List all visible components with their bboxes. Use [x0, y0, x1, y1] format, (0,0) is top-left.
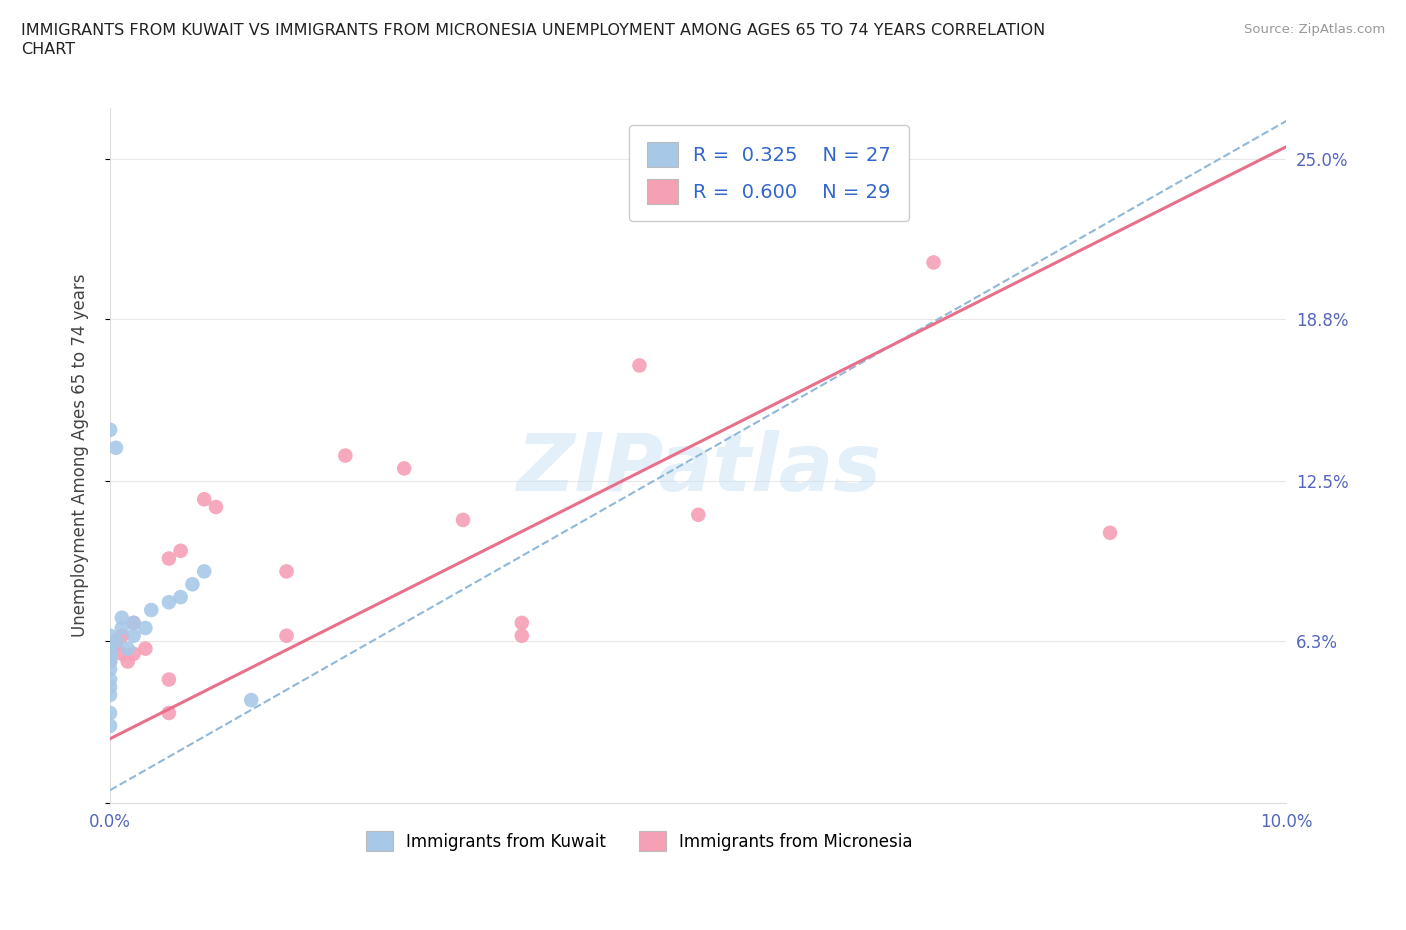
Point: [111, 620, 134, 635]
Point: [98, 687, 121, 702]
Point: [134, 641, 156, 656]
Point: [98, 646, 121, 661]
Point: [104, 441, 127, 456]
Point: [104, 636, 127, 651]
Point: [111, 610, 134, 625]
Text: IMMIGRANTS FROM KUWAIT VS IMMIGRANTS FROM MICRONESIA UNEMPLOYMENT AMONG AGES 65 : IMMIGRANTS FROM KUWAIT VS IMMIGRANTS FRO…: [21, 23, 1045, 38]
Point: [157, 672, 180, 687]
Point: [510, 616, 533, 631]
Point: [98, 654, 121, 669]
Point: [98, 641, 121, 656]
Point: [122, 646, 145, 661]
Point: [276, 629, 298, 644]
Point: [117, 654, 139, 669]
Point: [1098, 525, 1121, 540]
Point: [117, 641, 139, 656]
Text: CHART: CHART: [21, 42, 75, 57]
Point: [193, 564, 215, 578]
Point: [922, 255, 945, 270]
Point: [134, 620, 156, 635]
Point: [98, 718, 121, 733]
Y-axis label: Unemployment Among Ages 65 to 74 years: Unemployment Among Ages 65 to 74 years: [72, 273, 89, 637]
Point: [98, 641, 121, 656]
Point: [111, 629, 134, 644]
Point: [181, 577, 204, 591]
Legend: Immigrants from Kuwait, Immigrants from Micronesia: Immigrants from Kuwait, Immigrants from …: [360, 825, 920, 857]
Point: [141, 603, 163, 618]
Point: [205, 499, 228, 514]
Point: [98, 672, 121, 687]
Point: [98, 662, 121, 677]
Point: [240, 693, 263, 708]
Point: [157, 595, 180, 610]
Point: [157, 706, 180, 721]
Text: ZIPatlas: ZIPatlas: [516, 431, 880, 509]
Point: [98, 422, 121, 437]
Point: [98, 706, 121, 721]
Point: [122, 616, 145, 631]
Point: [276, 564, 298, 578]
Point: [98, 649, 121, 664]
Point: [98, 636, 121, 651]
Point: [169, 543, 191, 558]
Point: [111, 646, 134, 661]
Point: [104, 633, 127, 648]
Point: [392, 461, 415, 476]
Point: [169, 590, 191, 604]
Point: [451, 512, 474, 527]
Point: [510, 629, 533, 644]
Point: [804, 191, 827, 206]
Point: [193, 492, 215, 507]
Point: [122, 616, 145, 631]
Point: [98, 646, 121, 661]
Point: [157, 551, 180, 566]
Point: [828, 183, 851, 198]
Point: [98, 680, 121, 695]
Point: [122, 629, 145, 644]
Point: [98, 654, 121, 669]
Point: [688, 507, 710, 522]
Point: [628, 358, 651, 373]
Point: [335, 448, 357, 463]
Text: Source: ZipAtlas.com: Source: ZipAtlas.com: [1244, 23, 1385, 36]
Point: [98, 629, 121, 644]
